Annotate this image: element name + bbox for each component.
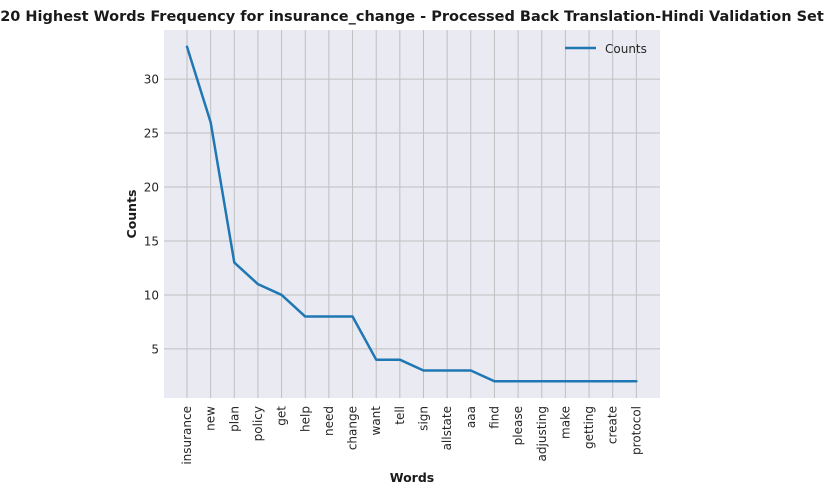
legend: Counts	[565, 42, 647, 56]
x-tick-label: find	[487, 406, 501, 429]
x-tick-label: please	[511, 406, 525, 445]
x-gridlines	[186, 30, 637, 398]
y-tick-label: 25	[144, 127, 159, 141]
x-tick-label: protocol	[629, 406, 643, 455]
x-tick-label: want	[369, 406, 383, 436]
x-tick-label: need	[322, 406, 336, 436]
y-tick-label: 15	[144, 234, 159, 248]
plot-area	[164, 30, 660, 398]
y-tick-label: 30	[144, 73, 159, 87]
y-tick-label: 20	[144, 181, 159, 195]
x-tick-label: sign	[417, 406, 431, 431]
x-tick-labels: insurance new plan policy get help need change w…	[180, 406, 643, 465]
x-tick-label: policy	[251, 406, 265, 441]
legend-label-counts: Counts	[605, 42, 647, 56]
x-tick-label: make	[558, 406, 572, 439]
y-tick-label: 5	[151, 342, 159, 356]
chart-title: 20 Highest Words Frequency for insurance…	[0, 9, 824, 25]
x-tick-label: change	[346, 406, 360, 450]
x-tick-label: help	[298, 406, 312, 432]
x-tick-label: plan	[227, 406, 241, 432]
x-tick-label: getting	[582, 406, 596, 449]
y-gridlines	[164, 78, 660, 350]
x-tick-label: aaa	[464, 406, 478, 428]
x-tick-label: tell	[393, 406, 407, 425]
x-tick-label: allstate	[440, 406, 454, 450]
y-axis-label: Counts	[124, 190, 139, 239]
x-tick-label: adjusting	[535, 406, 549, 461]
x-axis-label: Words	[390, 470, 434, 485]
x-tick-label: insurance	[180, 406, 194, 465]
y-tick-label: 10	[144, 288, 159, 302]
series-line-counts	[185, 45, 638, 383]
y-tick-labels: 5 10 15 20 25 30	[144, 73, 159, 357]
x-tick-label: get	[275, 406, 289, 426]
series-layer	[185, 45, 638, 383]
x-tick-label: new	[204, 406, 218, 431]
x-tick-label: create	[606, 406, 620, 444]
